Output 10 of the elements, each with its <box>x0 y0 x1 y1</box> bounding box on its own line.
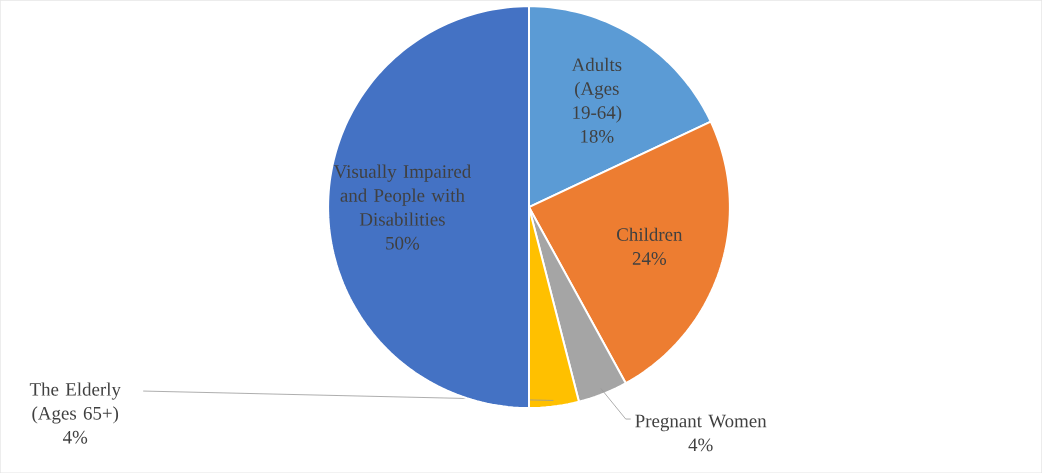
slice-label: Visually Impaired and People with Disabilities <box>333 164 471 226</box>
data-label: 4% <box>62 430 88 444</box>
slice-label: Adults (Ages 19-64) <box>571 57 622 123</box>
data-label: 24% <box>632 251 667 265</box>
slice-label: Pregnant Women <box>635 414 767 432</box>
slice-label: Children <box>617 227 683 241</box>
slice-label: The Elderly (Ages 65+) <box>29 382 121 424</box>
data-label: 18% <box>581 129 614 143</box>
data-label: 50% <box>386 236 420 250</box>
data-label: 4% <box>688 438 713 452</box>
